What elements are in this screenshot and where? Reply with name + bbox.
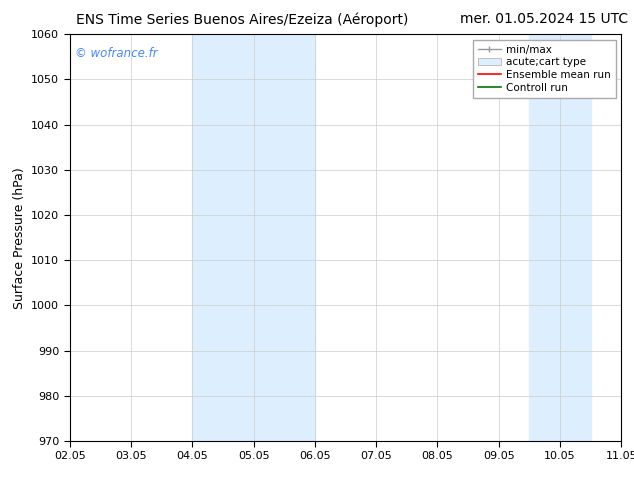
- Text: mer. 01.05.2024 15 UTC: mer. 01.05.2024 15 UTC: [460, 12, 628, 26]
- Text: © wofrance.fr: © wofrance.fr: [75, 47, 158, 59]
- Text: ENS Time Series Buenos Aires/Ezeiza (Aéroport): ENS Time Series Buenos Aires/Ezeiza (Aér…: [76, 12, 408, 27]
- Bar: [529, 34, 560, 441]
- Bar: [192, 34, 254, 441]
- Bar: [560, 34, 591, 441]
- Y-axis label: Surface Pressure (hPa): Surface Pressure (hPa): [13, 167, 25, 309]
- Legend: min/max, acute;cart type, Ensemble mean run, Controll run: min/max, acute;cart type, Ensemble mean …: [473, 40, 616, 98]
- Bar: [254, 34, 315, 441]
